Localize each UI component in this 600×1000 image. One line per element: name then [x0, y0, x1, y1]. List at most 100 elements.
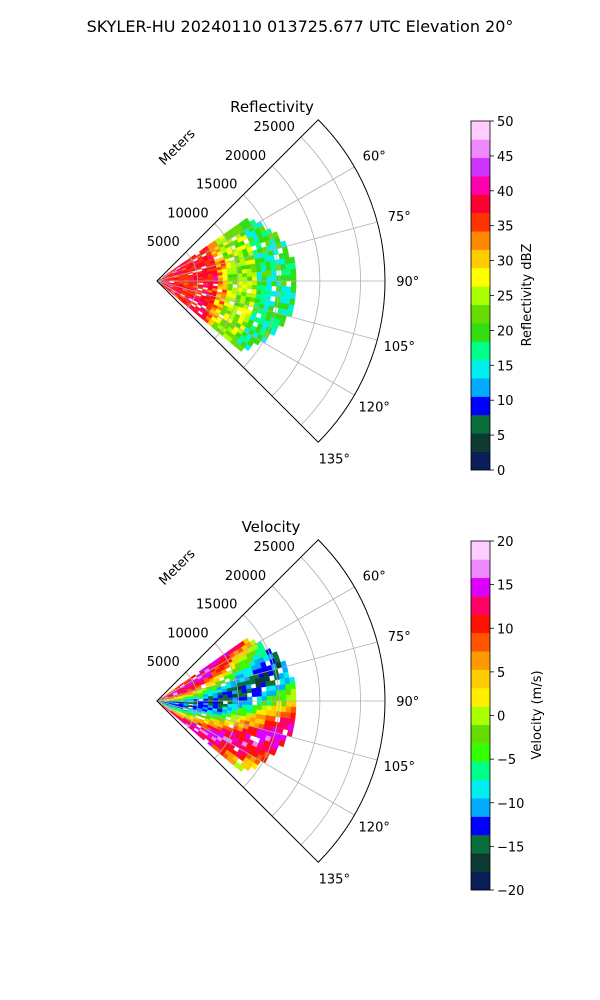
panel-title: Velocity: [242, 518, 301, 536]
azimuth-tick-label: 120°: [359, 820, 390, 835]
range-tick-label: 20000: [225, 149, 266, 164]
echo-cell: [217, 695, 224, 699]
echo-cell: [188, 704, 194, 708]
colorbar-swatch: [471, 871, 490, 891]
echo-cell: [265, 685, 272, 692]
echo-cell: [198, 276, 204, 280]
echo-cell: [198, 696, 204, 700]
echo-cell: [203, 276, 209, 280]
colorbar-swatch: [471, 834, 490, 854]
azimuth-gridline: [156, 166, 355, 282]
echo-cell: [266, 275, 272, 282]
echo-cell: [250, 762, 259, 770]
echo-cell: [270, 710, 277, 717]
colorbar-swatch: [471, 267, 490, 287]
echo-cell: [289, 718, 296, 726]
echo-cell: [271, 275, 277, 282]
echo-cell: [217, 275, 224, 279]
azimuth-tick-label: 90°: [396, 695, 419, 710]
echo-cell: [222, 277, 228, 282]
echo-cell: [247, 280, 253, 286]
colorbar-tick-label: 50: [497, 115, 514, 130]
azimuth-gridline: [156, 641, 378, 702]
range-tick-label: 15000: [196, 598, 237, 613]
echo-cell: [227, 697, 233, 702]
echo-cell: [288, 304, 295, 312]
range-tick-label: 15000: [196, 178, 237, 193]
echo-cell: [242, 272, 248, 278]
azimuth-gridline: [156, 700, 355, 816]
echo-cell: [290, 688, 297, 696]
colorbar-swatch: [471, 139, 490, 159]
echo-cell: [283, 251, 290, 259]
velocity-colorbar: −20 −15 −10 −5 0 5 10 15 20: [470, 535, 524, 899]
echo-cell: [260, 710, 267, 716]
range-tick-label: 20000: [225, 569, 266, 584]
colorbar-swatch: [471, 761, 490, 781]
echo-cell: [289, 298, 296, 306]
echo-cell: [227, 703, 233, 708]
echo-cell: [217, 280, 224, 285]
echo-cell: [217, 697, 224, 702]
echo-cell: [256, 267, 262, 273]
azimuth-tick-label: 60°: [363, 570, 386, 585]
echo-cell: [245, 264, 252, 270]
colorbar-tick-label: 10: [497, 394, 514, 409]
echo-cell: [227, 280, 233, 285]
echo-cell: [290, 706, 297, 714]
echo-cell: [255, 682, 262, 689]
echo-cell: [264, 675, 271, 683]
echo-cell: [232, 693, 238, 698]
echo-cell: [242, 276, 248, 282]
echo-cell: [265, 715, 271, 722]
colorbar-label: Reflectivity dBZ: [520, 244, 535, 347]
echo-cell: [278, 319, 286, 328]
echo-cell: [261, 696, 268, 702]
polar-grid: [156, 119, 386, 443]
echo-cell: [232, 280, 238, 285]
echo-cell: [261, 280, 268, 286]
colorbar-tick-label: 5: [497, 666, 505, 681]
echo-cell: [285, 263, 291, 270]
azimuth-gridline: [156, 586, 355, 702]
colorbar-swatch: [471, 816, 490, 836]
echo-cell: [241, 265, 247, 270]
colorbar-swatch: [471, 541, 490, 560]
echo-cell: [242, 284, 248, 290]
echo-cell: [222, 697, 228, 702]
echo-cell: [261, 691, 267, 697]
echo-cell: [265, 295, 271, 302]
echo-cell: [227, 700, 233, 705]
echo-cell: [265, 290, 272, 297]
colorbar-tick-label: 45: [497, 150, 514, 165]
echo-cell: [260, 681, 267, 688]
echo-cell: [285, 706, 292, 713]
echo-cell: [261, 276, 268, 282]
colorbar-tick-label: 10: [497, 622, 514, 637]
echo-cell: [247, 276, 253, 282]
echo-cell: [256, 691, 263, 697]
echo-cell: [202, 284, 209, 288]
echo-cell: [266, 695, 272, 702]
reflectivity-panel: Reflectivity 5000 10000 15000 20000 25000 60°…: [147, 98, 535, 479]
echo-cell: [256, 705, 263, 711]
echo-cell: [212, 280, 219, 284]
echo-cell: [251, 705, 258, 710]
echo-cell: [212, 275, 219, 279]
echo-cell: [266, 280, 272, 287]
echo-cell: [241, 689, 248, 694]
azimuth-tick-label: 105°: [384, 760, 415, 775]
colorbar-tick-label: 20: [497, 535, 514, 550]
polar-grid: [156, 539, 386, 863]
echo-cell: [232, 697, 238, 702]
echo-cell: [207, 695, 214, 699]
echo-cell: [261, 285, 267, 291]
echo-cell: [256, 687, 262, 693]
velocity-echo: [158, 637, 297, 772]
colorbar-tick-label: 35: [497, 220, 514, 235]
colorbar-tick-label: 30: [497, 255, 514, 270]
colorbar-swatch: [471, 212, 490, 232]
echo-cell: [265, 260, 271, 267]
azimuth-gridline: [156, 221, 378, 282]
echo-cell: [286, 700, 292, 708]
